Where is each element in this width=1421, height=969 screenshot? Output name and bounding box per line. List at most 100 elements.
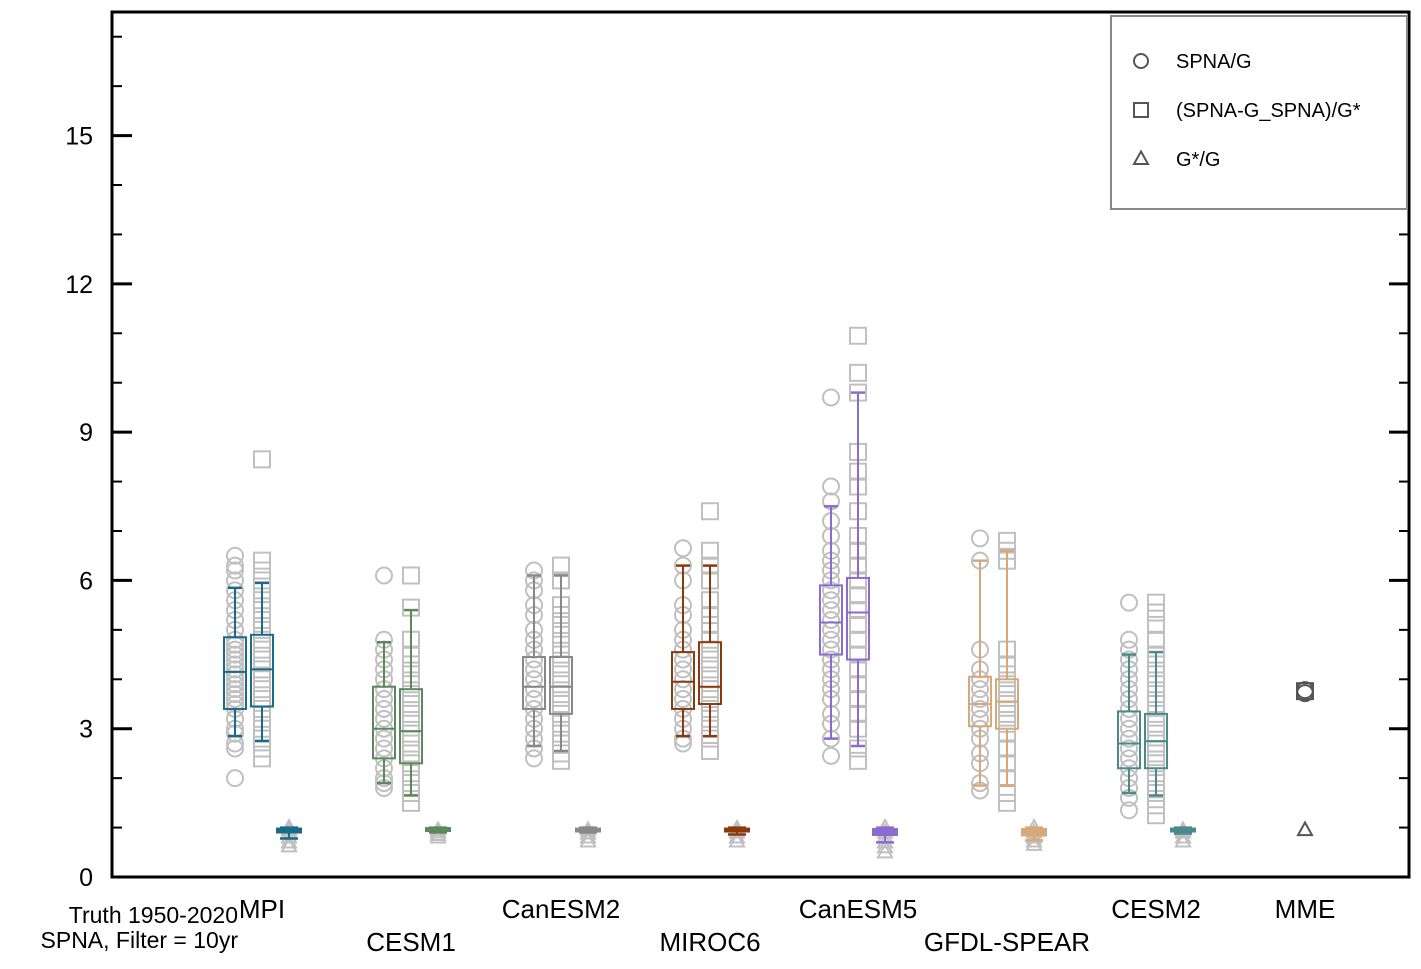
- gfdl-spear-square-point-8: [998, 695, 1016, 713]
- y-tick-label-6: 6: [79, 567, 93, 595]
- box: [250, 633, 274, 708]
- mpi-circle-box: [223, 586, 247, 738]
- box: [522, 656, 546, 710]
- box: [1117, 710, 1141, 770]
- axes-layer: 0 3 6 9 12 15: [65, 10, 1411, 892]
- y-tick-label-12: 12: [65, 271, 93, 299]
- gfdl-spear-square-point-9: [998, 685, 1016, 704]
- canesm5-circle-point-14: [822, 591, 840, 610]
- mpi-circle-point-18: [226, 640, 244, 659]
- scatter-points-layer: [226, 326, 1314, 859]
- canesm5-square-point-22: [849, 326, 867, 345]
- canesm2-square-point-10: [552, 655, 570, 674]
- miroc6-circle-point-8: [674, 660, 692, 679]
- cesm2-square-point-6: [1147, 744, 1165, 763]
- box: [846, 576, 870, 661]
- truth-note: Truth 1950-2020 SPNA, Filter = 10yr: [6, 903, 238, 953]
- cesm2-square-point-9: [1147, 714, 1165, 733]
- canesm2-square-point-6: [552, 695, 570, 713]
- mpi-circle-point-11: [226, 675, 244, 694]
- gfdl-spear-square-point-16: [998, 531, 1016, 550]
- mpi-circle-point-14: [226, 660, 244, 679]
- cesm2-square-point-8: [1147, 724, 1165, 743]
- gfdl-spear-circle-point-7: [971, 699, 989, 718]
- canesm5-triangle-point-1: [876, 837, 894, 854]
- legend-marker-circle: [1133, 53, 1149, 69]
- mpi-circle-point-28: [226, 556, 244, 575]
- mpi-square-point-0: [253, 749, 271, 768]
- canesm5-square-point-0: [849, 751, 867, 770]
- canesm5-circle-point-0: [822, 746, 840, 765]
- mpi-square-point-21: [253, 450, 271, 469]
- miroc6-square-point-8: [701, 660, 719, 679]
- model-label-cesm2: CESM2: [1111, 894, 1201, 924]
- gfdl-spear-triangle-box: [1021, 826, 1047, 842]
- mpi-square-point-6: [253, 690, 271, 709]
- gfdl-spear-circle-box: [968, 559, 992, 787]
- canesm5-triangle-point-0: [876, 842, 894, 859]
- cesm2-square-point-19: [1147, 603, 1165, 622]
- canesm5-circle-point-12: [822, 610, 840, 629]
- truth-note-line-1: Truth 1950-2020: [68, 902, 238, 928]
- cesm2-square-box: [1144, 650, 1168, 797]
- mpi-circle-point-29: [226, 546, 244, 565]
- legend-label-triangle: G*/G: [1176, 149, 1220, 171]
- miroc6-square-point-6: [701, 680, 719, 699]
- miroc6-triangle-point-1: [728, 827, 746, 844]
- miroc6-triangle-box: [724, 826, 750, 836]
- miroc6-square-point-9: [701, 650, 719, 669]
- cesm1-circle-point-10: [375, 690, 393, 709]
- cesm1-square-point-5: [402, 744, 420, 763]
- miroc6-square-box: [698, 564, 722, 738]
- miroc6-square-point-0: [701, 741, 719, 760]
- cesm1-circle-point-17: [375, 566, 393, 585]
- box: [549, 656, 573, 715]
- gfdl-spear-circle-point-14: [971, 529, 989, 548]
- canesm2-circle-point-0: [525, 749, 543, 768]
- canesm5-circle-box: [819, 505, 843, 740]
- canesm5-square-box: [846, 391, 870, 748]
- gfdl-spear-circle-point-9: [971, 680, 989, 699]
- mpi-circle-point-1: [226, 739, 244, 758]
- model-label-mme: MME: [1275, 894, 1336, 924]
- canesm5-square-point-9: [849, 615, 867, 634]
- legend-marker-triangle: [1132, 149, 1150, 166]
- mpi-triangle-box: [276, 826, 302, 840]
- canesm5-triangle-box: [872, 826, 898, 844]
- y-tick-label-15: 15: [65, 123, 93, 151]
- mpi-square-point-19: [253, 561, 271, 580]
- legend-box: [1110, 15, 1408, 210]
- y-tick-label-3: 3: [79, 716, 93, 744]
- cesm1-square-point-7: [402, 724, 420, 743]
- cesm2-circle-point-0: [1120, 801, 1138, 820]
- mpi-square-box: [250, 581, 274, 743]
- legend-label-square: (SPNA-G_SPNA)/G*: [1176, 100, 1361, 122]
- canesm2-square-point-8: [552, 675, 570, 694]
- cesm1-square-point-0: [402, 793, 420, 812]
- miroc6-square-point-18: [701, 502, 719, 521]
- cesm1-circle-point-9: [375, 699, 393, 718]
- canesm5-square-point-11: [849, 586, 867, 605]
- legend-marker-square: [1133, 102, 1149, 118]
- cesm2-circle-point-7: [1120, 729, 1138, 748]
- cesm2-circle-point-6: [1120, 739, 1138, 758]
- cesm1-circle-point-8: [375, 709, 393, 728]
- model-label-mpi: MPI: [239, 894, 285, 924]
- gfdl-spear-square-point-7: [998, 704, 1016, 723]
- gfdl-spear-square-box: [995, 549, 1019, 787]
- mpi-square-point-11: [253, 640, 271, 659]
- canesm5-square-point-10: [849, 601, 867, 620]
- canesm5-circle-point-24: [822, 388, 840, 407]
- cesm1-circle-point-5: [375, 739, 393, 758]
- mpi-circle-point-27: [226, 561, 244, 580]
- mpi-square-point-1: [253, 739, 271, 758]
- mpi-circle-point-9: [226, 685, 244, 704]
- truth-note-line-2: SPNA, Filter = 10yr: [40, 927, 238, 953]
- miroc6-circle-box: [671, 564, 695, 738]
- box: [968, 675, 992, 728]
- cesm1-triangle-point-0: [429, 827, 447, 844]
- cesm1-square-point-8: [402, 714, 420, 733]
- cesm2-circle-point-8: [1120, 719, 1138, 738]
- mpi-square-point-7: [253, 680, 271, 699]
- model-label-canesm5: CanESM5: [799, 894, 918, 924]
